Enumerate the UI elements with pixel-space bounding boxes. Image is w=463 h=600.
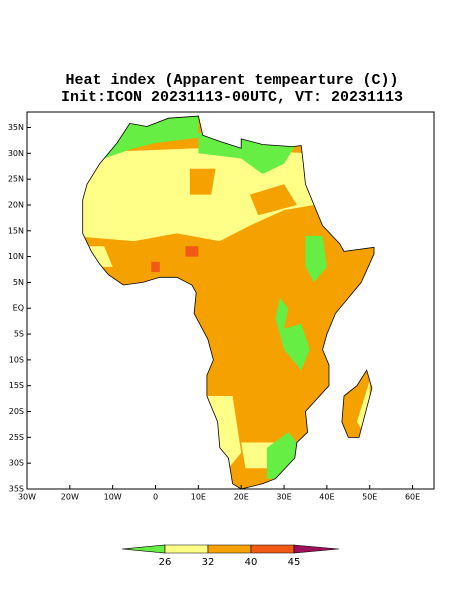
colorbar-label: 32 [202,557,215,568]
colorbar-label: 45 [288,557,301,568]
colorbar-label: 26 [159,557,172,568]
lon-tick-label: 40E [319,493,334,502]
lon-tick-label: 0 [153,493,158,502]
lat-tick-label: 20S [9,407,24,416]
lat-tick-label: EQ [13,304,24,313]
lon-tick-label: 30W [18,493,36,502]
temperature-region [185,246,199,257]
colorbar-segment [207,544,252,554]
temperature-region [266,432,302,479]
temperature-region [189,168,216,195]
lat-tick-label: 15N [8,226,24,235]
temperature-region [249,184,297,216]
colorbar-segment [121,544,166,554]
lon-tick-label: 10W [104,493,122,502]
lat-tick-label: 20N [8,200,24,209]
lat-tick-label: 10N [8,252,24,261]
lon-tick-label: 50E [362,493,377,502]
lon-tick-label: 60E [405,493,420,502]
lat-tick-label: 25N [8,175,24,184]
lon-tick-label: 30E [276,493,291,502]
map-subtitle: Init:ICON 20231113-00UTC, VT: 20231113 [61,89,403,106]
lat-tick-label: 35S [9,485,24,494]
coastline [82,115,375,490]
lat-tick-label: 15S [9,381,24,390]
lat-tick-label: 30N [8,149,24,158]
lat-tick-label: 35N [8,123,24,132]
plot-frame [26,111,435,490]
temperature-region [151,261,160,273]
colorbar-segment [164,544,209,554]
lon-tick-label: 10E [191,493,206,502]
lat-tick-label: 10S [9,355,24,364]
lat-tick-label: 30S [9,459,24,468]
temperature-field [82,116,374,489]
colorbar-label: 40 [245,557,258,568]
temperature-region [82,148,314,242]
temperature-region [275,297,310,371]
temperature-region [305,235,327,283]
colorbar-segment [250,544,295,554]
colorbar-segment [293,544,340,554]
lon-tick-label: 20W [61,493,79,502]
lat-tick-label: 5N [13,278,24,287]
map-title: Heat index (Apparent tempearture (C)) [65,72,398,89]
lat-tick-label: 5S [14,330,24,339]
lon-tick-label: 20E [234,493,249,502]
lat-tick-label: 25S [9,433,24,442]
